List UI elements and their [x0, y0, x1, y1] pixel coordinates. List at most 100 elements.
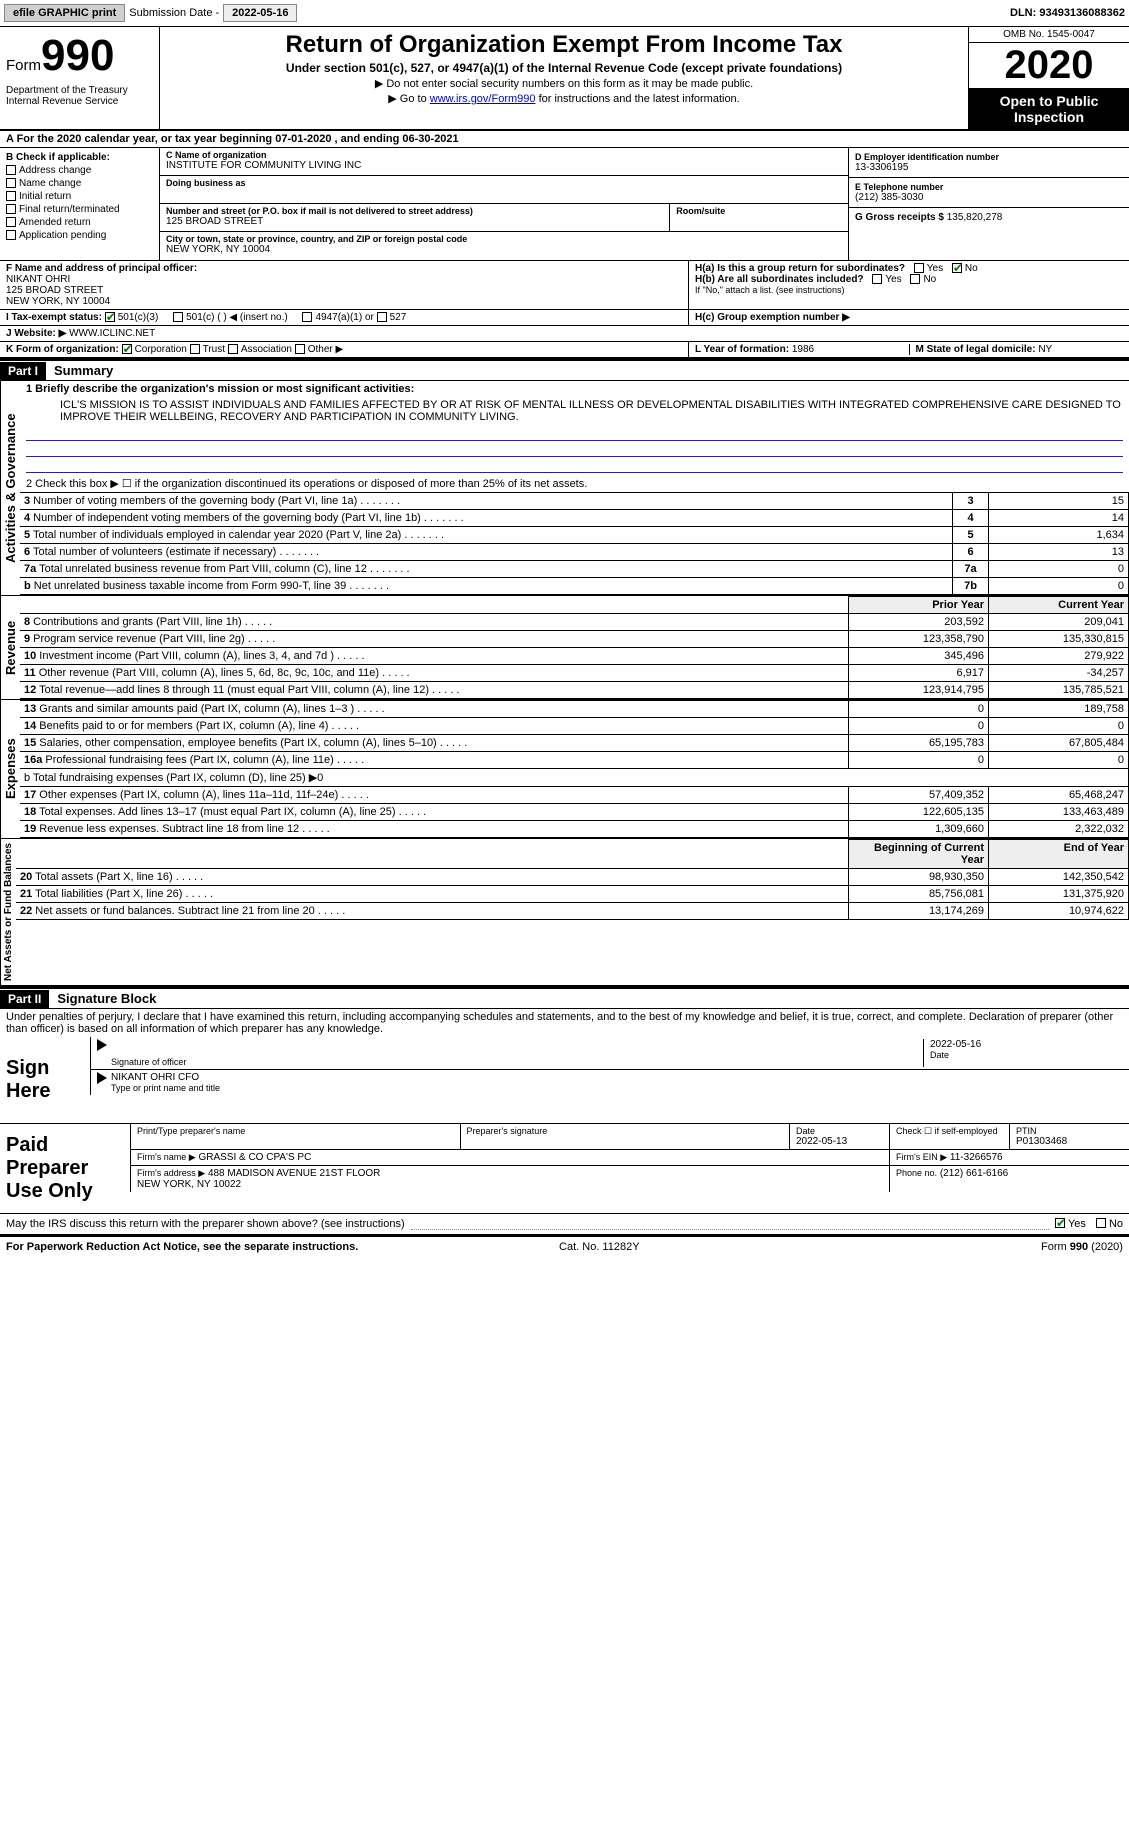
ein-value: 13-3306195	[855, 162, 1123, 173]
footer: For Paperwork Reduction Act Notice, see …	[0, 1236, 1129, 1257]
chk-application-pending[interactable]	[6, 230, 16, 240]
part-i-num: Part I	[0, 362, 46, 380]
form990-link[interactable]: www.irs.gov/Form990	[430, 93, 536, 105]
title-box: Return of Organization Exempt From Incom…	[160, 27, 969, 129]
form-number: 990	[41, 31, 114, 80]
dln-value: 93493136088362	[1039, 7, 1125, 19]
chk-amended[interactable]	[6, 217, 16, 227]
hb-no[interactable]	[910, 274, 920, 284]
period-a: A For the 2020 calendar year, or tax yea…	[6, 133, 275, 145]
discuss-yes[interactable]	[1055, 1218, 1065, 1228]
chk-name-change[interactable]	[6, 178, 16, 188]
chk-trust[interactable]	[190, 344, 200, 354]
website-label: J Website: ▶	[6, 328, 66, 339]
row-current: 209,041	[989, 614, 1129, 631]
mission-label: 1 Briefly describe the organization's mi…	[20, 381, 1129, 397]
chk-501c[interactable]	[173, 312, 183, 322]
chk-initial-return[interactable]	[6, 191, 16, 201]
box-i: I Tax-exempt status: 501(c)(3) 501(c) ( …	[0, 310, 689, 325]
discuss-yes-lbl: Yes	[1068, 1218, 1086, 1230]
row-i-hc: I Tax-exempt status: 501(c)(3) 501(c) ( …	[0, 310, 1129, 326]
gov-val: 0	[989, 578, 1129, 595]
gov-box: 6	[953, 544, 989, 561]
row-desc: 22 Net assets or fund balances. Subtract…	[16, 903, 849, 920]
discuss-question: May the IRS discuss this return with the…	[6, 1218, 405, 1230]
cat-no: Cat. No. 11282Y	[559, 1241, 640, 1253]
discuss-no-lbl: No	[1109, 1218, 1123, 1230]
period-line: A For the 2020 calendar year, or tax yea…	[0, 131, 1129, 148]
tax-year: 2020	[969, 43, 1129, 89]
lbl-other: Other ▶	[308, 344, 343, 355]
uline1	[26, 427, 1123, 441]
hb-yes[interactable]	[872, 274, 882, 284]
row-prior: 345,496	[849, 648, 989, 665]
part-i-title: Summary	[46, 361, 121, 380]
addr-value: 125 BROAD STREET	[166, 216, 663, 227]
form-word: Form	[6, 57, 41, 74]
lbl-application-pending: Application pending	[19, 230, 106, 241]
activities-governance: Activities & Governance 1 Briefly descri…	[0, 381, 1129, 596]
box-h: H(a) Is this a group return for subordin…	[689, 261, 1129, 309]
row-current: 279,922	[989, 648, 1129, 665]
chk-4947[interactable]	[302, 312, 312, 322]
firm-name: GRASSI & CO CPA'S PC	[198, 1152, 311, 1163]
lbl-association: Association	[241, 344, 292, 355]
lbl-trust: Trust	[203, 344, 225, 355]
goto-note: ▶ Go to www.irs.gov/Form990 for instruct…	[168, 92, 960, 105]
gov-box: 4	[953, 510, 989, 527]
chk-address-change[interactable]	[6, 165, 16, 175]
arrow-icon	[97, 1039, 107, 1051]
row-desc: 12 Total revenue—add lines 8 through 11 …	[20, 682, 849, 699]
mission-text: ICL'S MISSION IS TO ASSIST INDIVIDUALS A…	[20, 397, 1129, 425]
chk-corporation[interactable]	[122, 344, 132, 354]
chk-final-return[interactable]	[6, 204, 16, 214]
expenses-table: 13 Grants and similar amounts paid (Part…	[20, 700, 1129, 838]
ha-yes-lbl: Yes	[927, 263, 943, 274]
year-box: OMB No. 1545-0047 2020 Open to Public In…	[969, 27, 1129, 129]
form-org-label: K Form of organization:	[6, 344, 119, 355]
addr-label: Number and street (or P.O. box if mail i…	[166, 206, 663, 216]
row-prior: 203,592	[849, 614, 989, 631]
chk-527[interactable]	[377, 312, 387, 322]
gov-desc: 5 Total number of individuals employed i…	[20, 527, 953, 544]
row-prior: 123,358,790	[849, 631, 989, 648]
vtab-netassets: Net Assets or Fund Balances	[0, 839, 16, 985]
gov-val: 1,634	[989, 527, 1129, 544]
gov-val: 14	[989, 510, 1129, 527]
period-begin: 07-01-2020	[275, 133, 331, 145]
room-label: Room/suite	[676, 206, 842, 216]
gov-val: 13	[989, 544, 1129, 561]
row-current: 0	[989, 752, 1129, 769]
phone-label: Phone no.	[896, 1168, 937, 1178]
submission-label: Submission Date -	[129, 7, 219, 19]
state-domicile: NY	[1038, 344, 1052, 355]
row-klm: K Form of organization: Corporation Trus…	[0, 342, 1129, 359]
chk-association[interactable]	[228, 344, 238, 354]
line-16b: b Total fundraising expenses (Part IX, c…	[20, 769, 1129, 787]
revenue-table: Prior Year Current Year 8 Contributions …	[20, 596, 1129, 699]
ha-no-lbl: No	[965, 263, 978, 274]
officer-printed-name: NIKANT OHRI CFO	[111, 1072, 1123, 1083]
row-current: 135,330,815	[989, 631, 1129, 648]
ha-no[interactable]	[952, 263, 962, 273]
efile-button[interactable]: efile GRAPHIC print	[4, 4, 125, 22]
self-employed-label: Check ☐ if self-employed	[896, 1126, 1003, 1137]
prep-date: 2022-05-13	[796, 1136, 883, 1147]
row-f-h: F Name and address of principal officer:…	[0, 261, 1129, 310]
row-desc: 9 Program service revenue (Part VIII, li…	[20, 631, 849, 648]
gov-desc: 4 Number of independent voting members o…	[20, 510, 953, 527]
box-b-header: B Check if applicable:	[6, 152, 153, 163]
principal-officer-addr2: NEW YORK, NY 10004	[6, 296, 682, 307]
hb-note: If "No," attach a list. (see instruction…	[695, 285, 1123, 295]
row-desc: 20 Total assets (Part X, line 16) . . . …	[16, 869, 849, 886]
chk-501c3[interactable]	[105, 312, 115, 322]
discuss-line: May the IRS discuss this return with the…	[0, 1214, 1129, 1236]
chk-other[interactable]	[295, 344, 305, 354]
gross-value: 135,820,278	[947, 212, 1003, 223]
hb-yes-lbl: Yes	[885, 274, 901, 285]
ha-yes[interactable]	[914, 263, 924, 273]
lbl-501c: 501(c) ( ) ◀ (insert no.)	[186, 312, 288, 323]
goto-pre: ▶ Go to	[388, 93, 429, 105]
row-prior: 85,756,081	[849, 886, 989, 903]
discuss-no[interactable]	[1096, 1218, 1106, 1228]
